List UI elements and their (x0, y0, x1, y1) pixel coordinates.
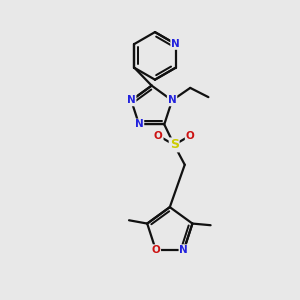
Text: O: O (186, 131, 194, 141)
Text: N: N (179, 245, 188, 255)
Text: N: N (171, 39, 180, 49)
Text: O: O (154, 131, 163, 141)
Text: O: O (152, 245, 160, 255)
Text: S: S (170, 138, 179, 152)
Text: N: N (168, 95, 176, 105)
Text: N: N (135, 119, 143, 129)
Text: N: N (127, 95, 136, 105)
